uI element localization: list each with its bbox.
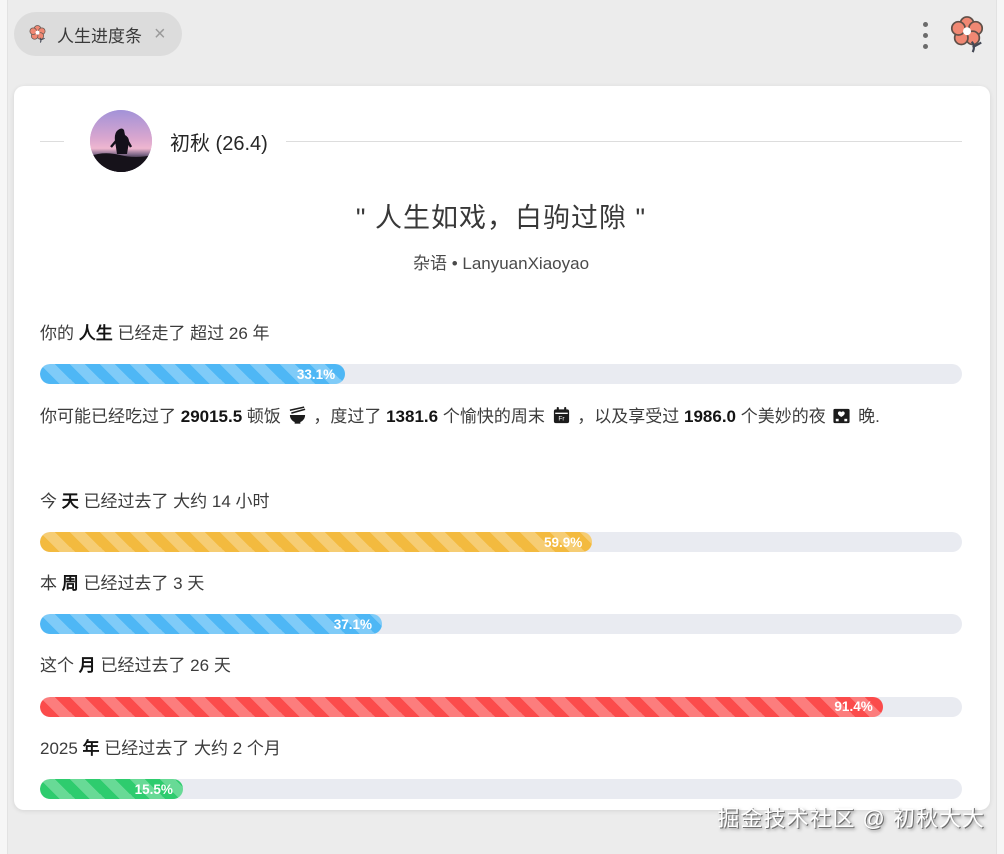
quote-source: 杂语 • LanyuanXiaoyao — [412, 254, 590, 273]
progress-track-week: 37.1% — [40, 614, 962, 635]
title-prefix: 今 — [40, 491, 62, 511]
progress-section-week: 本 周 已经过去了 3 天 37.1% — [40, 574, 962, 635]
progress-section-month: 这个 月 已经过去了 26 天 91.4% — [40, 656, 962, 717]
title-prefix: 2025 — [40, 738, 83, 758]
section-title-month: 这个 月 已经过去了 26 天 — [40, 656, 962, 676]
title-keyword: 月 — [78, 656, 96, 676]
kebab-dot — [923, 21, 928, 27]
watermark: 掘金技术社区 @ 初秋大大 — [717, 806, 985, 831]
kebab-dot — [923, 43, 928, 49]
quote-text: " 人生如戏，白驹过隙 " — [355, 203, 647, 233]
header-bar: 人生进度条 × — [0, 0, 1004, 70]
progress-fill-day: 59.9% — [40, 532, 593, 553]
progress-label-week: 37.1% — [333, 616, 373, 632]
title-keyword: 人生 — [78, 324, 113, 343]
calendar-friday-icon: Fr — [553, 407, 569, 424]
profile-name: 初秋 (26.4) — [170, 132, 268, 155]
title-suffix: 已经过去了 3 天 — [78, 574, 205, 594]
main-card: 初秋 (26.4) " 人生如戏，白驹过隙 " 杂语 • LanyuanXiao… — [14, 86, 990, 810]
stats-text: 你可能已经吃过了 — [40, 407, 181, 427]
flower-logo-icon[interactable] — [948, 16, 986, 54]
flower-icon — [29, 24, 46, 43]
progress-fill-year: 15.5% — [40, 779, 183, 800]
kebab-menu-icon[interactable] — [917, 18, 934, 53]
stats-text: ，度过了 — [308, 407, 387, 427]
stats-text: 晚. — [853, 407, 880, 427]
right-edge-gutter — [996, 0, 1004, 854]
quote-block: " 人生如戏，白驹过隙 " 杂语 • LanyuanXiaoyao — [40, 196, 962, 274]
stats-weekends-count: 1381.6 — [386, 407, 439, 427]
progress-label-day: 59.9% — [543, 534, 583, 550]
progress-fill-month: 91.4% — [40, 696, 883, 717]
title-suffix: 已经过去了 大约 2 个月 — [99, 738, 281, 758]
header-controls — [917, 12, 986, 54]
section-title-year: 2025 年 已经过去了 大约 2 个月 — [40, 739, 962, 759]
stats-text: ，以及享受过 — [572, 407, 684, 427]
night-hotel-icon — [833, 409, 851, 424]
divider-right — [285, 140, 962, 142]
section-title-week: 本 周 已经过去了 3 天 — [40, 574, 962, 594]
progress-fill-week: 37.1% — [40, 614, 383, 635]
title-keyword: 周 — [61, 574, 79, 594]
progress-track-month: 91.4% — [40, 696, 962, 717]
progress-label-year: 15.5% — [134, 781, 173, 797]
section-title-life: 你的 人生 已经走了 超过 26 年 — [40, 324, 962, 344]
progress-section-life: 你的 人生 已经走了 超过 26 年 33.1% — [40, 324, 962, 385]
progress-track-year: 15.5% — [40, 779, 962, 800]
tab-close-icon[interactable]: × — [154, 23, 166, 45]
avatar — [90, 110, 152, 172]
title-prefix: 你的 — [40, 324, 79, 343]
svg-text:Fr: Fr — [558, 416, 565, 423]
stats-meals-count: 29015.5 — [180, 407, 243, 427]
progress-label-month: 91.4% — [834, 699, 873, 715]
section-title-day: 今 天 已经过去了 大约 14 小时 — [40, 492, 962, 512]
title-keyword: 天 — [61, 491, 79, 511]
stats-text: 个愉快的周末 — [438, 407, 550, 427]
kebab-dot — [923, 32, 928, 38]
title-suffix: 已经走了 超过 26 年 — [112, 324, 270, 343]
title-suffix: 已经过去了 大约 14 小时 — [78, 491, 270, 511]
divider-left — [40, 140, 64, 142]
progress-track-day: 59.9% — [40, 532, 962, 553]
life-stats-text: 你可能已经吃过了 29015.5 顿饭 ，度过了 1381.6 个愉快的周末 F… — [40, 406, 962, 427]
rice-bowl-icon — [289, 406, 305, 425]
left-edge-gutter — [0, 0, 8, 854]
profile-row: 初秋 (26.4) — [40, 110, 962, 172]
stats-text: 顿饭 — [242, 407, 286, 427]
tab-title: 人生进度条 — [57, 26, 142, 46]
progress-section-day: 今 天 已经过去了 大约 14 小时 59.9% — [40, 492, 962, 553]
progress-track-life: 33.1% — [40, 364, 962, 385]
progress-fill-life: 33.1% — [40, 364, 346, 385]
progress-section-year: 2025 年 已经过去了 大约 2 个月 15.5% — [40, 739, 962, 800]
stats-text: 个美妙的夜 — [736, 407, 831, 427]
progress-label-life: 33.1% — [296, 366, 336, 382]
title-suffix: 已经过去了 26 天 — [95, 656, 231, 676]
title-prefix: 这个 — [40, 656, 79, 676]
stats-nights-count: 1986.0 — [684, 407, 736, 427]
tab-life-progress[interactable]: 人生进度条 × — [14, 12, 182, 56]
title-keyword: 年 — [82, 738, 100, 758]
title-prefix: 本 — [40, 574, 62, 594]
